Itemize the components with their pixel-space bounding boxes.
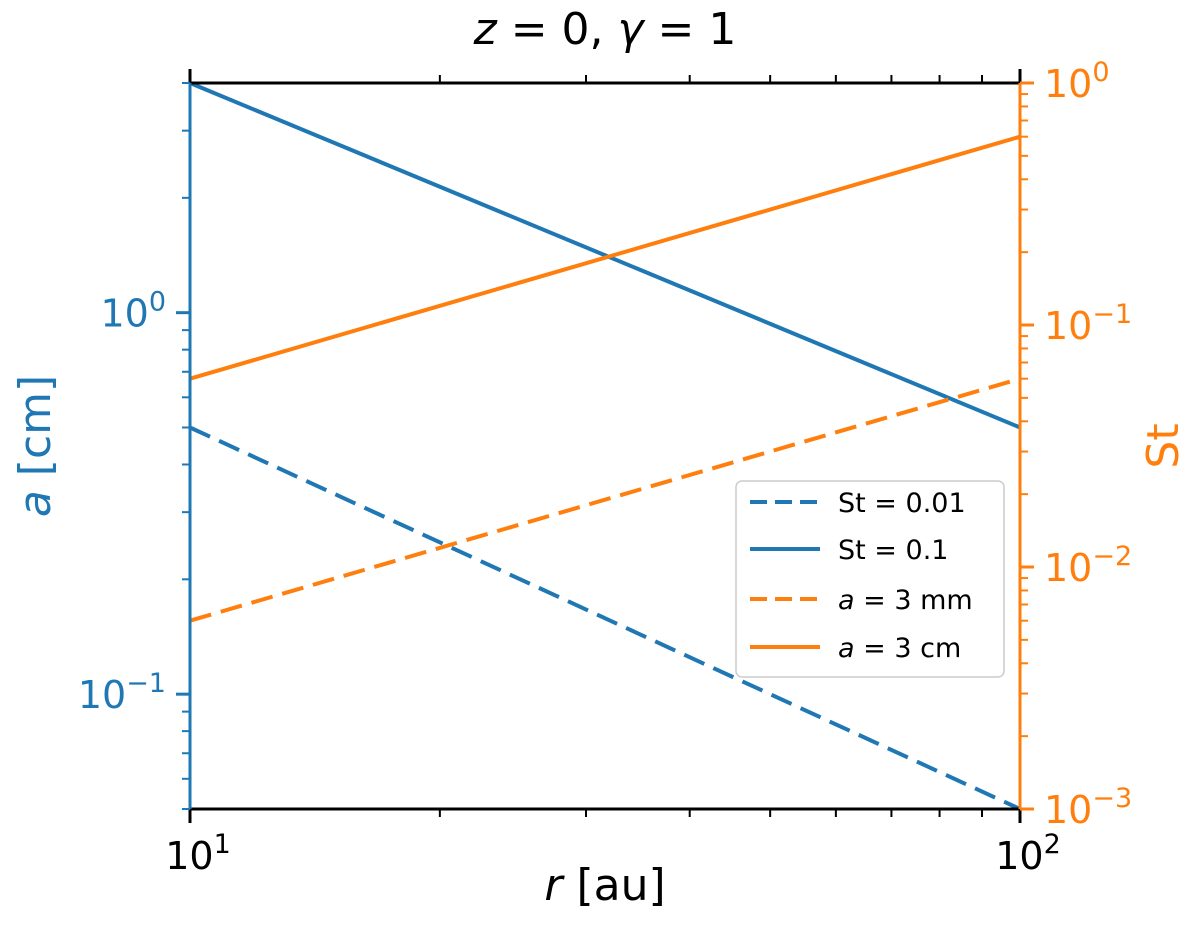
legend-var-a3cm: a xyxy=(838,633,855,664)
title-val-gamma: = 1 xyxy=(644,4,737,55)
x-axis-title: r [au] xyxy=(544,860,665,911)
y-right-tick-label: 10−2 xyxy=(1044,541,1132,590)
legend-label-st001: St = 0.01 xyxy=(838,488,966,519)
y-left-tick-label: 100 xyxy=(100,287,166,336)
x-axis-var: r xyxy=(544,860,565,911)
y-right-axis-title: St xyxy=(1138,423,1189,468)
x-axis-unit: [au] xyxy=(562,860,665,911)
y-right-tick-label: 100 xyxy=(1044,57,1110,106)
legend-rest-a3mm: = 3 mm xyxy=(855,585,973,616)
y-right-tick-label: 10−1 xyxy=(1044,299,1132,348)
series-line-0 xyxy=(189,425,1021,811)
tick-layer: 101 102 10−1 100 10−3 10−2 10−1 100 xyxy=(78,57,1132,878)
y-right-tick-label: 10−3 xyxy=(1044,783,1132,832)
y-left-axis-unit: [cm] xyxy=(10,375,61,490)
series-line-3 xyxy=(189,134,1021,381)
legend-var-a3mm: a xyxy=(838,585,855,616)
title-var-z: z xyxy=(473,4,498,55)
legend-rest-a3cm: = 3 cm xyxy=(855,633,962,664)
x-tick-label: 102 xyxy=(995,829,1061,878)
series-line-2 xyxy=(189,376,1021,623)
legend-label-a3mm: a = 3 mm xyxy=(838,585,973,616)
y-left-tick-label: 10−1 xyxy=(78,668,166,717)
title-val-z: = 0, xyxy=(497,4,618,55)
legend-label-st01: St = 0.1 xyxy=(838,535,948,566)
legend-label-a3cm: a = 3 cm xyxy=(838,633,961,664)
legend-frame xyxy=(735,480,1005,678)
x-tick-label: 101 xyxy=(165,829,231,878)
y-left-axis-title: a [cm] xyxy=(10,375,61,517)
y-left-axis-var: a xyxy=(10,490,61,517)
series-line-1 xyxy=(189,81,1021,430)
legend: St = 0.01 St = 0.1 a = 3 mm a = 3 cm xyxy=(735,480,1005,678)
series-layer xyxy=(189,81,1021,811)
chart-title: z = 0, γ = 1 xyxy=(473,4,737,55)
title-var-gamma: γ xyxy=(618,4,646,55)
